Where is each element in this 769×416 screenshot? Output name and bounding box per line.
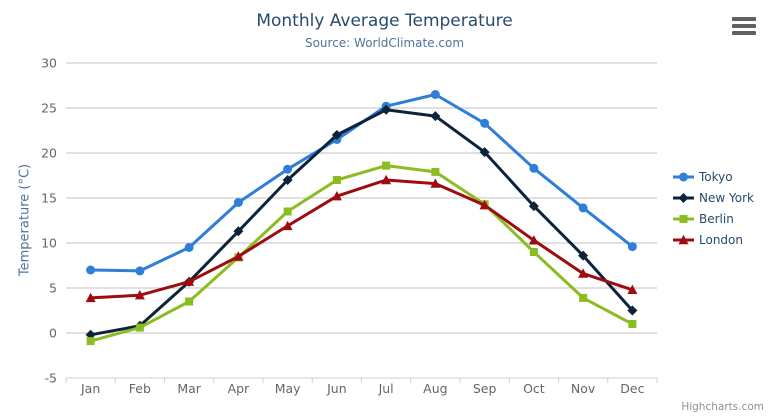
series-line	[89, 164, 634, 343]
hamburger-icon	[732, 16, 756, 35]
circle-marker-icon	[578, 203, 588, 213]
diamond-marker-icon	[430, 111, 441, 122]
legend-marker-icon	[673, 215, 694, 223]
square-marker-icon	[185, 297, 194, 306]
square-marker-icon	[579, 293, 588, 302]
diamond-marker-icon	[479, 147, 490, 158]
triangle-marker-icon	[282, 220, 293, 231]
square-marker-icon	[431, 167, 440, 176]
x-axis-label: Sep	[473, 381, 497, 396]
diamond-marker-icon	[528, 201, 539, 212]
triangle-marker-icon	[578, 268, 589, 278]
circle-marker-icon	[233, 198, 243, 207]
series-tokyo[interactable]	[86, 90, 637, 276]
legend-item-tokyo[interactable]: Tokyo	[673, 170, 754, 184]
circle-marker-icon	[135, 266, 145, 276]
square-marker-icon	[679, 215, 688, 223]
triangle-marker-icon	[627, 284, 638, 294]
square-marker-icon	[628, 320, 637, 328]
y-axis-label: 10	[41, 236, 57, 251]
series-new-york[interactable]	[85, 104, 638, 340]
square-marker-icon	[529, 248, 538, 256]
diamond-marker-icon	[331, 130, 342, 140]
triangle-marker-icon	[430, 178, 441, 188]
x-axis-label: Aug	[423, 381, 447, 396]
legend-item-label: Berlin	[699, 212, 734, 226]
legend-item-label: London	[699, 233, 743, 247]
diamond-marker-icon	[578, 250, 589, 261]
y-axis-label: 30	[41, 56, 57, 71]
series-berlin[interactable]	[86, 161, 637, 346]
circle-marker-icon	[627, 242, 637, 252]
x-axis-label: Jun	[326, 381, 347, 396]
triangle-marker-icon	[678, 234, 689, 245]
legend-item-new-york[interactable]: New York	[673, 191, 754, 205]
legend-marker-icon	[673, 234, 694, 245]
legend-item-berlin[interactable]: Berlin	[673, 212, 754, 226]
diamond-marker-icon	[282, 175, 293, 185]
x-axis-label: Oct	[523, 381, 545, 396]
context-menu-button[interactable]	[729, 14, 759, 40]
circle-marker-icon	[529, 163, 539, 173]
diamond-marker-icon	[233, 226, 244, 237]
series-london[interactable]	[85, 174, 638, 303]
triangle-marker-icon	[381, 174, 392, 185]
y-axis-label: 15	[41, 191, 57, 206]
circle-marker-icon	[430, 90, 440, 99]
y-axis-label: 25	[41, 101, 57, 116]
x-axis-label: May	[275, 381, 301, 396]
x-axis-label: Dec	[620, 381, 644, 396]
y-axis-title: Temperature (°C)	[17, 163, 33, 277]
diamond-marker-icon	[381, 104, 392, 115]
y-axis-label: 0	[49, 326, 57, 341]
y-axis-label: -5	[45, 371, 57, 386]
square-marker-icon	[86, 337, 95, 346]
circle-marker-icon	[283, 164, 293, 174]
chart-subtitle: Source: WorldClimate.com	[304, 36, 465, 50]
triangle-marker-icon	[134, 290, 145, 300]
x-axis-label: Nov	[571, 381, 596, 396]
x-axis-label: Jan	[80, 381, 100, 396]
y-axis-label: 20	[41, 146, 57, 161]
x-axis-label: Mar	[177, 381, 201, 396]
circle-marker-icon	[679, 172, 688, 182]
square-marker-icon	[135, 323, 144, 332]
circle-marker-icon	[86, 265, 96, 275]
triangle-marker-icon	[184, 276, 195, 286]
circle-marker-icon	[480, 118, 490, 128]
series-line	[89, 178, 634, 300]
triangle-marker-icon	[479, 200, 490, 210]
chart-title: Monthly Average Temperature	[256, 11, 513, 31]
legend-item-label: Tokyo	[699, 170, 733, 184]
diamond-marker-icon	[627, 305, 638, 316]
square-marker-icon	[332, 176, 341, 184]
circle-marker-icon	[184, 243, 194, 252]
x-axis-label: Jul	[378, 381, 394, 396]
triangle-marker-icon	[85, 292, 96, 303]
triangle-marker-icon	[233, 251, 244, 261]
legend-item-label: New York	[699, 191, 754, 205]
legend-item-london[interactable]: London	[673, 233, 754, 247]
legend: Tokyo New York Berlin London	[673, 170, 754, 247]
x-axis-label: Feb	[129, 381, 151, 396]
triangle-marker-icon	[528, 235, 539, 245]
series-line	[89, 108, 634, 337]
diamond-marker-icon	[678, 193, 689, 203]
credits-link[interactable]: Highcharts.com	[681, 401, 764, 413]
legend-marker-icon	[673, 172, 694, 182]
square-marker-icon	[382, 161, 391, 170]
square-marker-icon	[283, 207, 292, 216]
legend-marker-icon	[673, 193, 694, 203]
triangle-marker-icon	[331, 191, 342, 201]
y-axis-label: 5	[49, 281, 57, 296]
x-axis-label: Apr	[228, 381, 250, 396]
